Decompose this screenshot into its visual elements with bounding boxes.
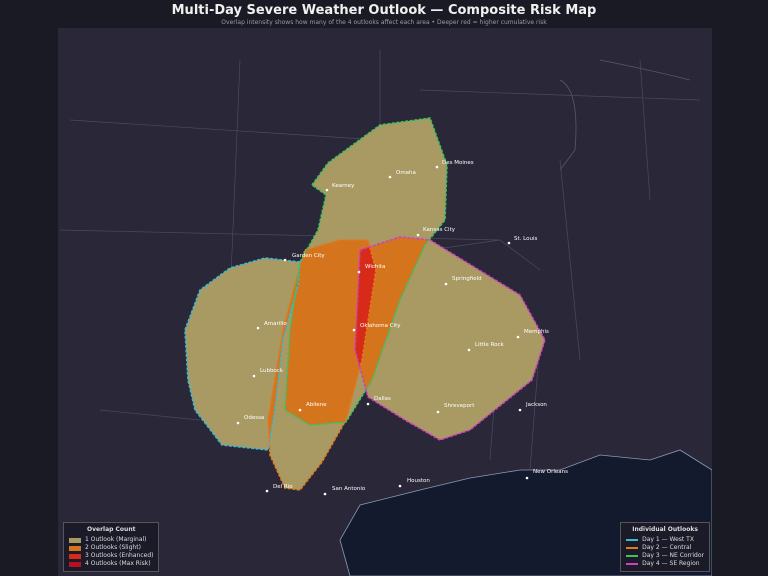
city-little-rock: Little Rock	[467, 342, 505, 352]
city-markers: Des Moines Omaha Kearney Kansas City St.…	[236, 160, 568, 496]
city-dallas: Dallas	[366, 396, 391, 406]
city-odessa: Odessa	[236, 415, 264, 425]
city-lubbock: Lubbock	[252, 368, 284, 378]
svg-text:Lubbock: Lubbock	[260, 368, 284, 374]
legend-item: Day 3 — NE Corridor	[626, 552, 704, 560]
map-title: Multi-Day Severe Weather Outlook — Compo…	[171, 3, 597, 18]
city-des-moines: Des Moines	[435, 160, 474, 169]
city-san-antonio: San Antonio	[323, 486, 366, 496]
legend-title: Individual Outlooks	[632, 526, 698, 533]
svg-text:Dallas: Dallas	[374, 396, 391, 402]
gulf-of-mexico	[339, 449, 712, 576]
city-garden-city: Garden City	[283, 253, 325, 262]
city-wichita: Wichita	[357, 264, 385, 274]
city-st-louis: St. Louis	[507, 236, 537, 245]
city-shreveport: Shreveport	[436, 403, 475, 414]
svg-text:Amarillo: Amarillo	[264, 321, 287, 327]
svg-text:Des Moines: Des Moines	[442, 160, 474, 166]
legend-item: Day 1 — West TX	[626, 536, 704, 544]
city-new-orleans: New Orleans	[525, 469, 568, 480]
svg-text:Houston: Houston	[407, 478, 430, 484]
svg-text:New Orleans: New Orleans	[533, 469, 568, 475]
legend-item: 1 Outlook (Marginal)	[69, 536, 153, 544]
svg-text:St. Louis: St. Louis	[514, 236, 537, 242]
overlap-count-legend: Overlap Count 1 Outlook (Marginal) 2 Out…	[63, 522, 160, 572]
svg-text:Little Rock: Little Rock	[475, 342, 505, 348]
svg-text:Kansas City: Kansas City	[423, 227, 456, 233]
individual-outlooks-legend: Individual Outlooks Day 1 — West TX Day …	[620, 522, 710, 572]
svg-text:Shreveport: Shreveport	[444, 403, 475, 409]
city-omaha: Omaha	[388, 170, 416, 179]
city-jackson: Jackson	[518, 402, 547, 412]
svg-text:Garden City: Garden City	[292, 253, 325, 259]
legend-item: 2 Outlooks (Slight)	[69, 544, 153, 552]
great-lakes-outline	[559, 59, 691, 171]
svg-text:Wichita: Wichita	[365, 264, 385, 270]
svg-text:Abilene: Abilene	[306, 402, 327, 408]
legend-title: Overlap Count	[87, 526, 136, 533]
city-springfield: Springfield	[444, 276, 482, 286]
legend-item: 4 Outlooks (Max Risk)	[69, 560, 153, 568]
svg-text:Springfield: Springfield	[452, 276, 482, 282]
svg-text:Jackson: Jackson	[525, 402, 547, 408]
svg-text:Oklahoma City: Oklahoma City	[360, 323, 401, 329]
svg-text:Memphis: Memphis	[524, 329, 549, 335]
risk-map: Des Moines Omaha Kearney Kansas City St.…	[58, 28, 712, 576]
city-houston: Houston	[398, 478, 430, 488]
svg-text:San Antonio: San Antonio	[332, 486, 366, 492]
city-oklahoma-city: Oklahoma City	[352, 323, 401, 332]
legend-item: Day 2 — Central	[626, 544, 704, 552]
city-memphis: Memphis	[516, 329, 549, 339]
svg-text:Kearney: Kearney	[332, 183, 355, 189]
city-del-rio: Del Rio	[265, 484, 293, 493]
city-kansas-city: Kansas City	[416, 227, 456, 237]
city-abilene: Abilene	[298, 402, 327, 412]
legend-item: 3 Outlooks (Enhanced)	[69, 552, 153, 560]
svg-text:Del Rio: Del Rio	[273, 484, 293, 490]
svg-text:Odessa: Odessa	[244, 415, 264, 421]
svg-text:Omaha: Omaha	[396, 170, 416, 176]
map-subtitle: Overlap intensity shows how many of the …	[221, 19, 547, 26]
city-amarillo: Amarillo	[256, 321, 287, 330]
city-kearney: Kearney	[325, 183, 355, 192]
legend-item: Day 4 — SE Region	[626, 560, 704, 568]
